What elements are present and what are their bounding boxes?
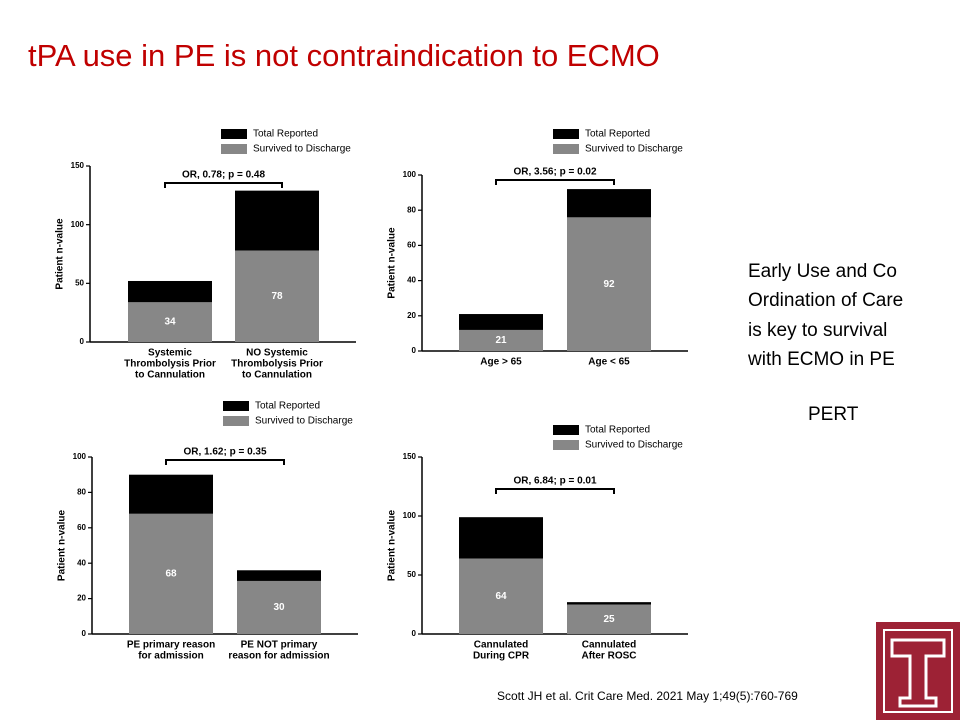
legend-label: Survived to Discharge bbox=[255, 416, 353, 427]
y-tick-label: 60 bbox=[407, 241, 416, 250]
side-text: Ordination of Care bbox=[748, 290, 903, 311]
y-tick-label: 20 bbox=[407, 311, 416, 320]
legend-swatch bbox=[221, 144, 247, 154]
significance-bracket bbox=[495, 488, 615, 494]
significance-bracket bbox=[164, 182, 283, 188]
x-tick-label: Cannulated bbox=[582, 640, 636, 651]
x-tick-label: Age > 65 bbox=[480, 357, 522, 368]
bar bbox=[459, 329, 543, 351]
significance-bracket bbox=[165, 459, 285, 465]
bar bbox=[567, 217, 651, 351]
legend-label: Total Reported bbox=[585, 425, 650, 436]
y-tick-label: 150 bbox=[403, 452, 417, 461]
legend-swatch bbox=[553, 425, 579, 435]
bar bbox=[237, 580, 321, 634]
x-tick-label: Thrombolysis Prior bbox=[124, 359, 216, 370]
data-label: 68 bbox=[165, 568, 177, 579]
x-tick-label: for admission bbox=[138, 651, 204, 662]
x-tick-label: reason for admission bbox=[228, 651, 329, 662]
slide-title: tPA use in PE is not contraindication to… bbox=[28, 38, 660, 73]
logo bbox=[876, 622, 960, 720]
y-tick-label: 100 bbox=[403, 511, 417, 520]
bar bbox=[567, 604, 651, 634]
significance-bracket bbox=[495, 179, 615, 185]
data-label: 78 bbox=[271, 291, 283, 302]
pert-text: PERT bbox=[808, 404, 859, 425]
x-tick-label: During CPR bbox=[473, 651, 530, 662]
legend-label: Survived to Discharge bbox=[585, 440, 683, 451]
citation: Scott JH et al. Crit Care Med. 2021 May … bbox=[497, 689, 798, 703]
y-tick-label: 0 bbox=[82, 629, 87, 638]
legend-swatch bbox=[553, 440, 579, 450]
y-axis-label: Patient n-value bbox=[57, 510, 68, 582]
y-tick-label: 60 bbox=[77, 523, 86, 532]
x-tick-label: to Cannulation bbox=[242, 370, 312, 381]
y-axis-label: Patient n-value bbox=[387, 510, 398, 582]
side-text: is key to survival bbox=[748, 320, 887, 341]
side-text: Early Use and Co bbox=[748, 261, 897, 282]
data-label: 64 bbox=[495, 591, 507, 602]
bar bbox=[235, 250, 319, 342]
annotation: OR, 0.78; p = 0.48 bbox=[182, 170, 266, 181]
bar bbox=[459, 558, 543, 634]
legend-swatch bbox=[553, 144, 579, 154]
data-label: 21 bbox=[495, 335, 507, 346]
y-tick-label: 0 bbox=[412, 629, 417, 638]
legend-swatch bbox=[553, 129, 579, 139]
legend-label: Total Reported bbox=[253, 129, 318, 140]
y-tick-label: 100 bbox=[403, 170, 417, 179]
y-tick-label: 80 bbox=[77, 488, 86, 497]
y-axis-label: Patient n-value bbox=[55, 218, 66, 290]
x-tick-label: Systemic bbox=[148, 348, 192, 359]
y-tick-label: 150 bbox=[71, 161, 85, 170]
y-axis-label: Patient n-value bbox=[387, 227, 398, 299]
y-tick-label: 50 bbox=[407, 570, 416, 579]
x-tick-label: Cannulated bbox=[474, 640, 528, 651]
side-text: with ECMO in PE bbox=[747, 349, 895, 370]
bar bbox=[128, 302, 212, 342]
x-tick-label: NO Systemic bbox=[246, 348, 308, 359]
legend-label: Total Reported bbox=[255, 401, 320, 412]
legend-label: Survived to Discharge bbox=[585, 144, 683, 155]
data-label: 25 bbox=[603, 614, 615, 625]
y-tick-label: 0 bbox=[412, 346, 417, 355]
y-tick-label: 100 bbox=[73, 452, 87, 461]
legend-swatch bbox=[221, 129, 247, 139]
data-label: 34 bbox=[164, 317, 176, 328]
x-tick-label: to Cannulation bbox=[135, 370, 205, 381]
annotation: OR, 6.84; p = 0.01 bbox=[513, 476, 597, 487]
annotation: OR, 1.62; p = 0.35 bbox=[183, 447, 267, 458]
x-tick-label: PE NOT primary bbox=[241, 640, 318, 651]
x-tick-label: Thrombolysis Prior bbox=[231, 359, 323, 370]
y-tick-label: 80 bbox=[407, 205, 416, 214]
legend-label: Survived to Discharge bbox=[253, 144, 351, 155]
y-tick-label: 20 bbox=[77, 594, 86, 603]
y-tick-label: 0 bbox=[80, 337, 85, 346]
annotation: OR, 3.56; p = 0.02 bbox=[513, 167, 597, 178]
y-tick-label: 100 bbox=[71, 220, 85, 229]
legend-swatch bbox=[223, 401, 249, 411]
bar bbox=[129, 513, 213, 634]
data-label: 92 bbox=[603, 279, 615, 290]
y-tick-label: 40 bbox=[407, 276, 416, 285]
y-tick-label: 40 bbox=[77, 558, 86, 567]
x-tick-label: Age < 65 bbox=[588, 357, 630, 368]
data-label: 30 bbox=[273, 602, 285, 613]
x-tick-label: PE primary reason bbox=[127, 640, 215, 651]
legend-swatch bbox=[223, 416, 249, 426]
x-tick-label: After ROSC bbox=[581, 651, 636, 662]
y-tick-label: 50 bbox=[75, 278, 84, 287]
legend-label: Total Reported bbox=[585, 129, 650, 140]
